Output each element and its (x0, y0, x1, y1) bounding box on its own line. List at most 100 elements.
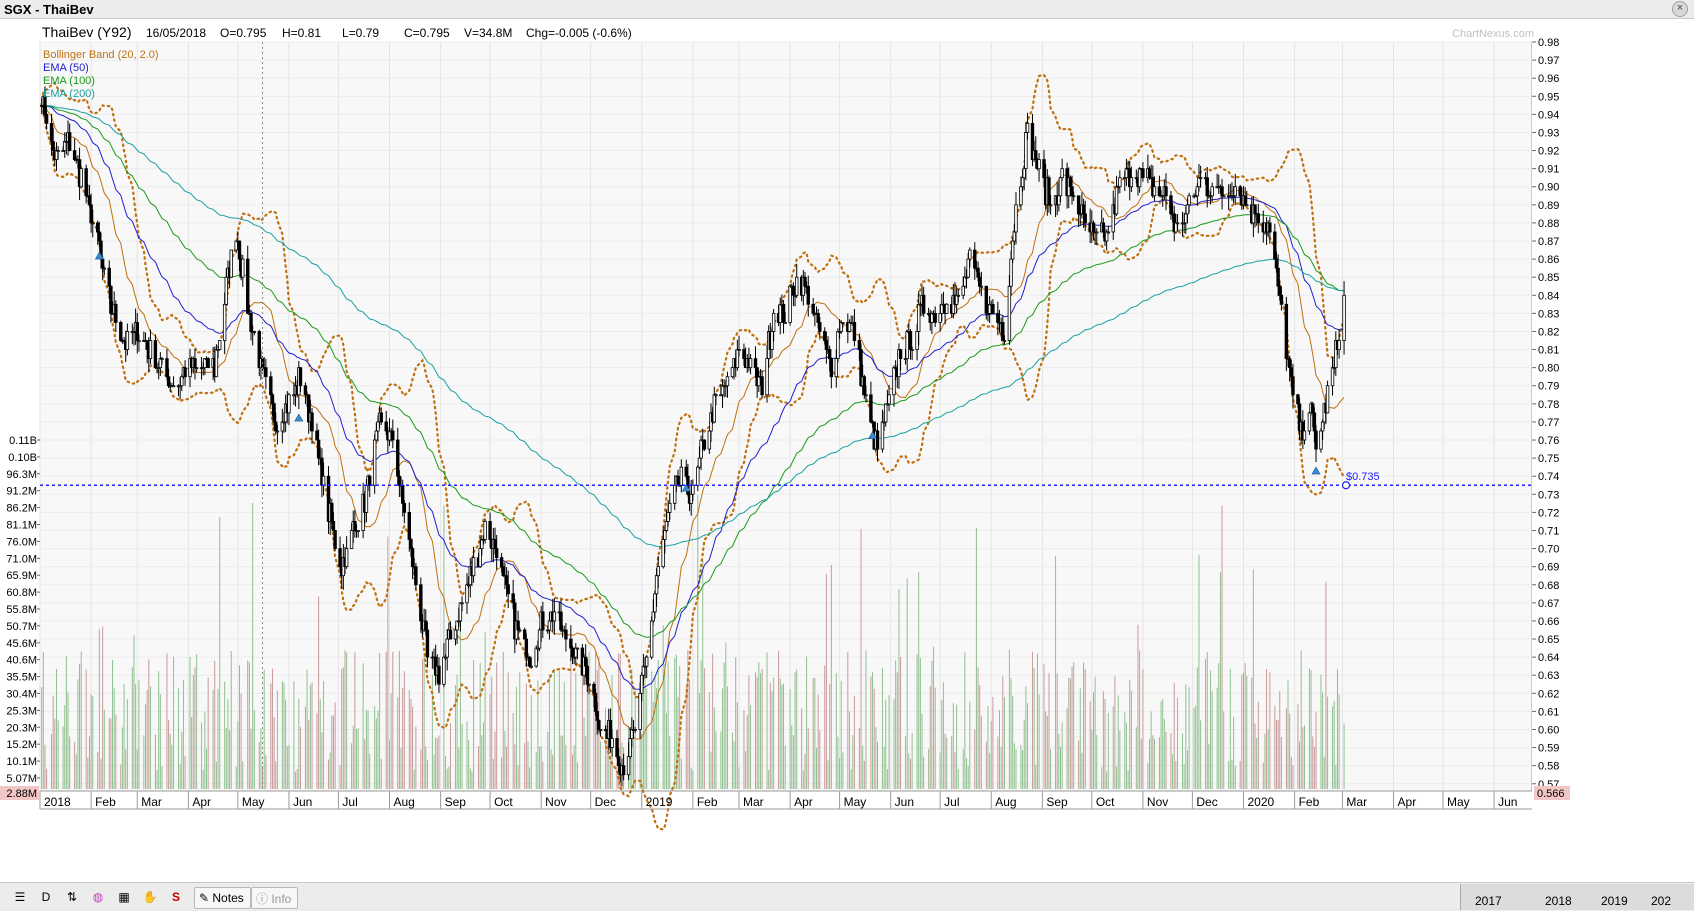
info-button[interactable]: ⓘ Info (251, 887, 299, 909)
price-tick-label: 0.65 (1538, 634, 1559, 646)
candle (102, 266, 106, 276)
candle-body (714, 394, 718, 397)
ema-100-line (41, 104, 1345, 638)
candle (160, 356, 164, 365)
candle-body (869, 394, 873, 423)
signal-marker (1311, 466, 1321, 475)
candle-body (119, 322, 123, 341)
candle (356, 530, 360, 538)
candle-body (91, 222, 95, 225)
candle-body (353, 521, 357, 531)
candle-body (1002, 340, 1007, 342)
candle-body (862, 376, 867, 396)
navigator-year-label[interactable]: 2019 (1601, 894, 1628, 908)
navigator-year-label[interactable]: 202 (1651, 894, 1672, 908)
candle-body (811, 303, 815, 314)
candle (114, 300, 118, 333)
x-tick-label: Oct (494, 795, 513, 809)
chart-overlay: $0.735 (40, 42, 1532, 791)
candle-body (1276, 267, 1280, 287)
daily-period-icon[interactable]: D (41, 890, 51, 904)
menu-icon[interactable]: ☰ (14, 890, 26, 904)
candle-body (1187, 195, 1191, 206)
price-tick-label: 0.92 (1538, 146, 1559, 158)
candle-body (956, 294, 960, 297)
candle-body (875, 430, 880, 450)
candle-body (978, 276, 982, 287)
candle-body (1238, 186, 1242, 197)
candle-body (1342, 294, 1346, 341)
candle-body (910, 349, 914, 351)
candle-body (735, 349, 740, 369)
price-chart[interactable]: $0.735 2018 Feb Mar Apr May Jun Jul Aug Sep Oct No… (0, 18, 1694, 882)
candle-body (583, 656, 588, 667)
candle-body (84, 168, 88, 197)
candle (1164, 173, 1168, 211)
candle-body (783, 322, 787, 324)
navigator-year-label[interactable]: 2017 (1475, 894, 1502, 908)
candle-body (795, 276, 799, 296)
price-tick-label: 0.73 (1538, 489, 1559, 501)
volume-tick-label: 35.5M (6, 672, 37, 684)
candle (829, 357, 834, 389)
candle-body (298, 367, 303, 387)
candle-body (791, 285, 796, 296)
candle-body (1070, 186, 1074, 197)
candle-body (973, 249, 977, 269)
candle (541, 601, 545, 639)
candle (575, 647, 580, 660)
hand-icon[interactable]: ✋ (142, 890, 158, 904)
candle-body (1101, 222, 1106, 233)
candle-body (321, 475, 326, 486)
candle (898, 348, 903, 371)
candle-body (160, 358, 164, 361)
candle-body (656, 566, 660, 577)
sr-icon[interactable]: S (171, 890, 180, 904)
candle-body (1141, 168, 1145, 179)
window-title: SGX - ThaiBev (4, 2, 94, 17)
price-tick-label: 0.70 (1538, 544, 1559, 556)
indicator-icon[interactable]: ⇅ (66, 890, 78, 904)
price-tick-label: 0.79 (1538, 381, 1559, 393)
candle-body (966, 258, 970, 278)
candle-body (1014, 204, 1018, 233)
candle-body (397, 475, 402, 486)
price-tick-label: 0.71 (1538, 525, 1559, 537)
price-tick-label: 0.64 (1538, 652, 1559, 664)
candle-body (252, 331, 257, 333)
close-icon[interactable]: × (1672, 1, 1688, 17)
price-tick-label: 0.96 (1538, 73, 1559, 85)
volume-floor-label: 2.88M (0, 786, 39, 800)
price-floor-box (1534, 786, 1570, 800)
candle-body (771, 312, 776, 332)
candle-body (249, 312, 253, 332)
candle-body (1311, 403, 1315, 414)
candle (1025, 112, 1030, 140)
candle (483, 518, 487, 544)
color-wheel-icon[interactable]: ◍ (92, 890, 104, 904)
notes-button[interactable]: ✎ Notes (194, 887, 251, 909)
candle-body (522, 629, 527, 640)
candle-body (737, 349, 741, 351)
header-high: H=0.81 (282, 26, 321, 40)
navigator-year-label[interactable]: 2018 (1545, 894, 1572, 908)
candle-body (1268, 222, 1272, 233)
candle-body (44, 113, 49, 124)
candle-body (1037, 159, 1041, 170)
candle-body (1289, 367, 1294, 378)
candle-body (1245, 204, 1249, 207)
candle-body (529, 665, 533, 668)
x-tick-label: Jun (293, 795, 312, 809)
layout-icon[interactable]: ▦ (118, 890, 130, 904)
candle-body (72, 150, 77, 160)
watermark-text: ChartNexus.com (1452, 28, 1534, 40)
candle-body (437, 665, 441, 685)
candle (414, 562, 418, 590)
candle (864, 385, 868, 403)
year-navigator[interactable]: 2017 2018 2019 202 (1460, 884, 1694, 910)
support-label: $0.735 (1346, 471, 1380, 483)
candle (818, 316, 822, 340)
candle-body (274, 421, 278, 432)
x-tick-label: Dec (1196, 795, 1217, 809)
candle-body (414, 566, 418, 586)
